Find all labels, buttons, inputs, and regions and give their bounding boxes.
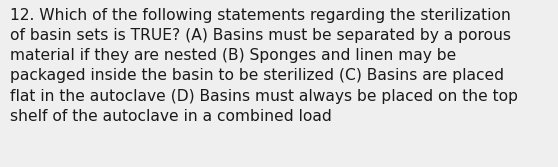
Text: 12. Which of the following statements regarding the sterilization
of basin sets : 12. Which of the following statements re… [10, 8, 518, 124]
